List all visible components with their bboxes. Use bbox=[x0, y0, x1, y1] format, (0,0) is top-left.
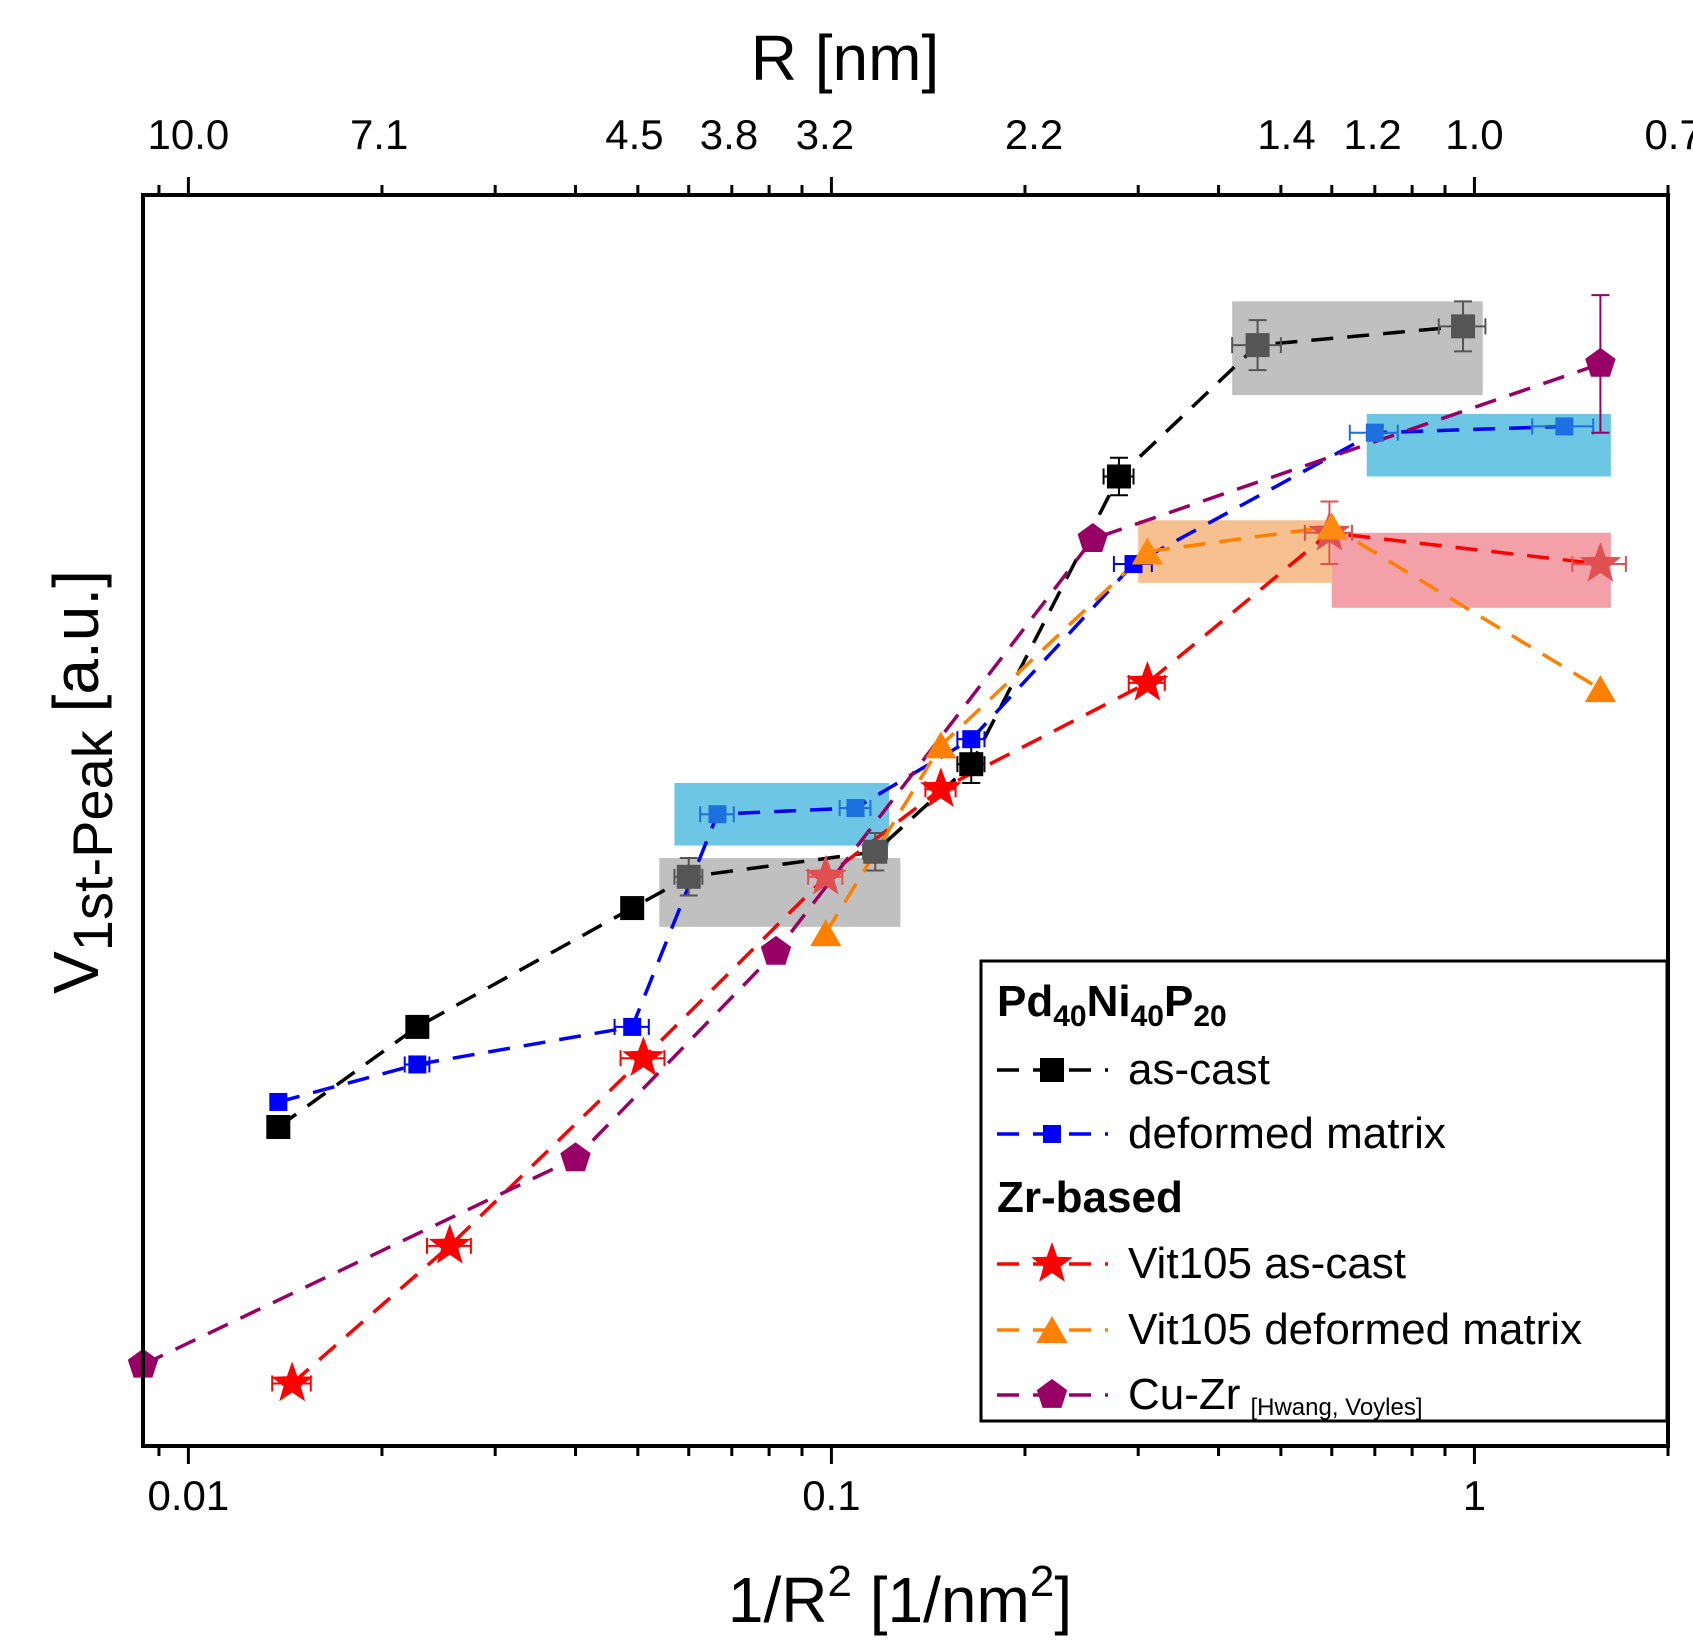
x-axis-title-sup: 2 bbox=[828, 1557, 852, 1606]
data-point-vit105-deformed-matrix bbox=[1584, 675, 1616, 703]
top-tick-label: 1.2 bbox=[1343, 111, 1401, 158]
data-point-deformed-matrix bbox=[623, 1017, 642, 1036]
x-axis-title-main: 1/R bbox=[728, 1564, 828, 1636]
legend-label-vit105-as-cast: Vit105 as-cast bbox=[1128, 1239, 1406, 1288]
legend-marker-vit105-deformed-matrix bbox=[1036, 1316, 1068, 1343]
data-point-as-cast bbox=[676, 864, 701, 889]
x-tick-label: 1 bbox=[1463, 1472, 1486, 1519]
x-axis-title: 1/R2 [1/nm2] bbox=[728, 1557, 1072, 1636]
data-point-as-cast bbox=[620, 896, 645, 921]
y-axis-title-tail: [a.u.] bbox=[40, 570, 112, 730]
y-axis-title: V1st-Peak [a.u.] bbox=[40, 570, 124, 994]
data-point-deformed-matrix bbox=[846, 798, 865, 817]
data-point-vit105-deformed-matrix bbox=[810, 919, 842, 947]
data-point-vit105-as-cast bbox=[1579, 542, 1622, 582]
legend-box bbox=[979, 959, 1669, 1423]
data-point-deformed-matrix bbox=[408, 1055, 427, 1074]
top-tick-label: 3.8 bbox=[700, 111, 758, 158]
data-point-as-cast bbox=[266, 1114, 291, 1139]
data-point-as-cast bbox=[1451, 314, 1476, 339]
top-tick-label: 4.5 bbox=[605, 111, 663, 158]
series-markers bbox=[127, 314, 1622, 1402]
data-point-deformed-matrix bbox=[1365, 423, 1384, 442]
highlight-box bbox=[1331, 532, 1611, 608]
axis-ticks: 0.01 0.1 1 10.0 7.1 4.5 3.8 3.2 2.2 1.4 1.2 1.0 0.7 bbox=[148, 111, 1693, 1519]
y-axis-title-main: V bbox=[40, 951, 112, 994]
legend-label-vit105-deformed-matrix: Vit105 deformed matrix bbox=[1128, 1305, 1582, 1354]
legend-item-cu-zr: Cu-Zr [Hwang, Voyles] bbox=[997, 1370, 1423, 1421]
plot-frame bbox=[141, 193, 1670, 1448]
data-point-as-cast bbox=[1106, 464, 1131, 489]
data-point-as-cast bbox=[1245, 333, 1270, 358]
data-point-vit105-as-cast bbox=[804, 854, 847, 895]
legend-marker-deformed-matrix bbox=[1043, 1125, 1061, 1143]
x-axis-title-end: ] bbox=[1054, 1564, 1072, 1636]
highlight-box bbox=[1366, 413, 1611, 477]
data-point-as-cast bbox=[959, 752, 984, 777]
top-tick-label: 1.0 bbox=[1445, 111, 1503, 158]
data-point-vit105-as-cast bbox=[622, 1036, 665, 1076]
data-point-deformed-matrix bbox=[708, 805, 727, 824]
y-axis-title-sub: 1st-Peak bbox=[61, 729, 124, 951]
legend-label-as-cast: as-cast bbox=[1128, 1045, 1270, 1094]
data-point-cu-zr bbox=[1077, 523, 1108, 552]
data-point-vit105-deformed-matrix bbox=[1316, 512, 1348, 540]
legend-marker-vit105-as-cast bbox=[1031, 1242, 1073, 1282]
legend-label-deformed-matrix: deformed matrix bbox=[1128, 1109, 1446, 1158]
legend-marker-cu-zr bbox=[1036, 1379, 1068, 1408]
legend-item-deformed-matrix: deformed matrix bbox=[997, 1109, 1446, 1158]
data-point-deformed-matrix bbox=[1555, 417, 1574, 436]
top-tick-label: 7.1 bbox=[350, 111, 408, 158]
data-point-vit105-deformed-matrix bbox=[925, 731, 957, 759]
x-tick-label: 0.1 bbox=[802, 1472, 860, 1519]
top-tick-label: 2.2 bbox=[1005, 111, 1063, 158]
data-point-vit105-as-cast bbox=[1126, 660, 1169, 701]
data-point-vit105-as-cast bbox=[920, 767, 962, 807]
top-tick-label: 1.4 bbox=[1257, 111, 1315, 158]
data-point-vit105-as-cast bbox=[271, 1361, 314, 1402]
data-point-cu-zr bbox=[560, 1142, 591, 1172]
data-point-cu-zr bbox=[760, 935, 792, 965]
data-point-cu-zr bbox=[1585, 347, 1616, 377]
data-point-vit105-deformed-matrix bbox=[1131, 537, 1163, 565]
top-tick-label: 3.2 bbox=[796, 111, 854, 158]
legend-item-as-cast: as-cast bbox=[997, 1045, 1270, 1094]
legend-group1-title: Pd40Ni40P20 bbox=[997, 977, 1227, 1033]
data-point-as-cast bbox=[863, 839, 888, 864]
series-line-vit105-deformed-matrix bbox=[824, 524, 1602, 935]
legend-item-vit105-deformed-matrix: Vit105 deformed matrix bbox=[997, 1305, 1582, 1354]
legend: Pd40Ni40P20 as-cast deformed matrix Zr-b… bbox=[979, 959, 1669, 1423]
data-point-vit105-as-cast bbox=[428, 1223, 471, 1264]
legend-group2-title: Zr-based bbox=[997, 1173, 1183, 1222]
top-axis-title: R [nm] bbox=[751, 22, 939, 94]
legend-marker-as-cast bbox=[1040, 1058, 1064, 1082]
x-axis-title-sup2: 2 bbox=[1030, 1557, 1054, 1606]
highlight-box bbox=[1232, 301, 1483, 396]
x-axis-title-tail: [1/nm bbox=[852, 1564, 1030, 1636]
highlight-boxes bbox=[659, 301, 1611, 927]
top-tick-label: 10.0 bbox=[148, 111, 230, 158]
data-point-as-cast bbox=[405, 1014, 430, 1039]
legend-item-vit105-as-cast: Vit105 as-cast bbox=[997, 1239, 1406, 1288]
legend-label-cu-zr: Cu-Zr [Hwang, Voyles] bbox=[1128, 1370, 1423, 1421]
top-tick-label: 0.7 bbox=[1644, 111, 1693, 158]
x-tick-label: 0.01 bbox=[148, 1472, 230, 1519]
data-point-deformed-matrix bbox=[269, 1092, 288, 1111]
data-point-deformed-matrix bbox=[962, 730, 981, 749]
